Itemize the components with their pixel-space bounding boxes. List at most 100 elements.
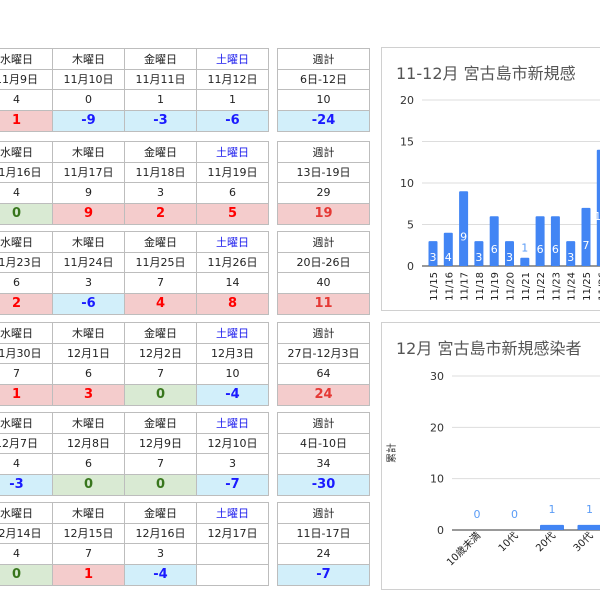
weekday-header: 木曜日 xyxy=(52,48,125,70)
x-tick-label: 11/17 xyxy=(460,272,471,301)
weekly-total-table: 週計 11日-17日 24 -7 xyxy=(277,502,370,586)
age-cases-chart: 0 10 20 30 累計 0 10歳未満 0 10代 1 20代 1 30代 12月 宮古島市新規感染… xyxy=(381,322,600,590)
diff-cell: -3 xyxy=(124,109,197,132)
count-cell xyxy=(196,543,269,565)
weekly-total-table: 週計 27日-12月3日 64 24 xyxy=(277,322,370,406)
data-label: 6 xyxy=(537,243,544,256)
x-tick-label: 10歳未満 xyxy=(444,530,483,569)
diff-cell: -6 xyxy=(52,292,125,315)
diff-cell: 0 xyxy=(52,473,125,496)
data-label: 9 xyxy=(460,231,467,244)
weekly-total-table: 週計 20日-26日 40 11 xyxy=(277,231,370,315)
weekday-header: 水曜日 xyxy=(0,48,53,70)
bar xyxy=(505,241,514,266)
y-tick-label: 0 xyxy=(437,524,444,537)
count-cell: 3 xyxy=(52,272,125,294)
total-count: 10 xyxy=(277,89,370,111)
weekday-header: 金曜日 xyxy=(124,141,197,163)
diff-cell: 0 xyxy=(0,202,53,225)
diff-cell: -4 xyxy=(196,383,269,406)
x-tick-label: 11/26 xyxy=(597,272,600,301)
bar xyxy=(581,207,591,266)
weekday-header: 土曜日 xyxy=(196,322,269,344)
week-table: 水曜日木曜日金曜日土曜日12月7日12月8日12月9日12月10日4673-30… xyxy=(0,412,269,496)
count-cell: 6 xyxy=(0,272,53,294)
diff-cell: -9 xyxy=(52,109,125,132)
diff-cell: 0 xyxy=(0,563,53,586)
diff-cell: 8 xyxy=(196,292,269,315)
diff-cell: -6 xyxy=(196,109,269,132)
total-count: 34 xyxy=(277,453,370,475)
x-tick-label: 11/23 xyxy=(551,272,562,301)
date-cell: 11月17日 xyxy=(52,161,125,183)
diff-cell: 3 xyxy=(52,383,125,406)
date-cell: 11月18日 xyxy=(124,161,197,183)
count-cell: 3 xyxy=(196,453,269,475)
weekday-header: 水曜日 xyxy=(0,322,53,344)
date-cell: 12月16日 xyxy=(124,522,197,544)
date-cell: 12月17日 xyxy=(196,522,269,544)
weekday-header: 金曜日 xyxy=(124,231,197,253)
total-header: 週計 xyxy=(277,412,370,434)
weekday-header: 水曜日 xyxy=(0,231,53,253)
data-label: 6 xyxy=(552,243,559,256)
diff-cell: -7 xyxy=(196,473,269,496)
total-header: 週計 xyxy=(277,322,370,344)
weekday-header: 金曜日 xyxy=(124,48,197,70)
total-diff: -7 xyxy=(277,563,370,586)
weekday-header: 土曜日 xyxy=(196,141,269,163)
date-cell: 11月19日 xyxy=(196,161,269,183)
y-axis-label: 累計 xyxy=(385,443,398,463)
diff-cell: -3 xyxy=(0,473,53,496)
date-cell: 12月9日 xyxy=(124,432,197,454)
date-cell: 11月23日 xyxy=(0,251,53,273)
x-tick-label: 11/22 xyxy=(536,272,547,301)
diff-cell: 4 xyxy=(124,292,197,315)
total-range: 13日-19日 xyxy=(277,161,370,183)
weekday-header: 水曜日 xyxy=(0,412,53,434)
weekday-header: 水曜日 xyxy=(0,502,53,524)
weekday-header: 金曜日 xyxy=(124,502,197,524)
total-range: 4日-10日 xyxy=(277,432,370,454)
date-cell: 11月9日 xyxy=(0,68,53,90)
date-cell: 11月30日 xyxy=(0,342,53,364)
diff-cell: 9 xyxy=(52,202,125,225)
daily-cases-chart: 0 5 10 15 20 3 11/15 4 11/16 9 11/17 3 11/18 6 11/19 3 1… xyxy=(381,47,600,311)
count-cell: 1 xyxy=(124,89,197,111)
diff-cell: 1 xyxy=(0,383,53,406)
count-cell: 7 xyxy=(124,272,197,294)
total-header: 週計 xyxy=(277,141,370,163)
count-cell: 7 xyxy=(124,363,197,385)
weekday-header: 木曜日 xyxy=(52,412,125,434)
count-cell: 4 xyxy=(0,543,53,565)
count-cell: 10 xyxy=(196,363,269,385)
weekday-header: 木曜日 xyxy=(52,231,125,253)
weekly-total-table: 週計 4日-10日 34 -30 xyxy=(277,412,370,496)
data-label: 3 xyxy=(475,251,482,264)
bar xyxy=(489,216,499,266)
y-tick-label: 0 xyxy=(407,260,414,273)
bar xyxy=(535,216,545,266)
count-cell: 7 xyxy=(52,543,125,565)
chart-title: 12月 宮古島市新規感染者 xyxy=(396,339,582,358)
weekday-header: 木曜日 xyxy=(52,141,125,163)
x-tick-label: 11/21 xyxy=(521,272,532,301)
x-tick-label: 20代 xyxy=(534,530,559,555)
count-cell: 3 xyxy=(124,543,197,565)
weekday-header: 土曜日 xyxy=(196,48,269,70)
data-label: 6 xyxy=(491,243,498,256)
x-tick-label: 11/25 xyxy=(582,272,593,301)
bar xyxy=(550,216,560,266)
weekday-header: 木曜日 xyxy=(52,502,125,524)
date-cell: 11月11日 xyxy=(124,68,197,90)
count-cell: 0 xyxy=(52,89,125,111)
total-count: 64 xyxy=(277,363,370,385)
count-cell: 4 xyxy=(0,453,53,475)
count-cell: 7 xyxy=(124,453,197,475)
y-tick-label: 30 xyxy=(430,370,444,383)
x-tick-label: 11/16 xyxy=(444,272,455,301)
date-cell: 11月26日 xyxy=(196,251,269,273)
count-cell: 6 xyxy=(52,453,125,475)
date-cell: 12月15日 xyxy=(52,522,125,544)
